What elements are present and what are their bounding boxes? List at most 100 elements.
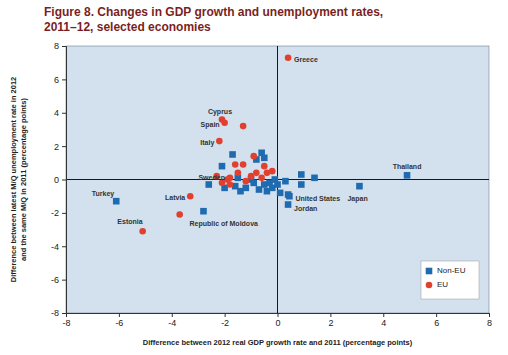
point — [242, 185, 249, 192]
y-tick-mark — [62, 313, 66, 314]
y-tick-mark — [62, 213, 66, 214]
y-axis-line — [62, 47, 67, 314]
y-tick-label: -8 — [51, 308, 59, 318]
legend-box — [421, 261, 479, 299]
x-tick-mark — [119, 313, 120, 317]
legend-label: EU — [437, 280, 448, 289]
y-tick-mark — [62, 146, 66, 147]
y-tick-label: -6 — [51, 275, 59, 285]
x-tick: -6 — [115, 313, 123, 328]
y-axis-title: Difference between latest M/Q unemployme… — [9, 77, 18, 282]
x-tick: 4 — [381, 313, 386, 328]
x-tick-mark — [225, 313, 226, 317]
legend-label: Non-EU — [437, 266, 466, 275]
x-tick-label: 8 — [487, 318, 492, 328]
y-tick-mark — [62, 280, 66, 281]
point — [229, 151, 236, 158]
point-label: Estonia — [117, 218, 142, 225]
y-tick: 2 — [54, 142, 66, 152]
plot-area — [66, 46, 489, 313]
x-tick: -8 — [62, 313, 70, 328]
y-tick-mark — [62, 246, 66, 247]
point — [311, 175, 318, 182]
x-tick-label: -8 — [62, 318, 70, 328]
y-tick: -8 — [51, 308, 66, 318]
point — [261, 163, 268, 170]
point-label: Italy — [200, 139, 214, 147]
title: Figure 8. Changes in GDP growth and unem… — [44, 5, 383, 19]
point — [187, 193, 194, 200]
y-tick: -2 — [51, 208, 66, 218]
point — [113, 198, 120, 205]
x-tick: 8 — [487, 313, 492, 328]
x-tick-mark — [383, 313, 384, 317]
point-label: United States — [295, 195, 340, 202]
y-tick-label: 2 — [54, 142, 59, 152]
legend-symbol — [426, 282, 433, 289]
legend: Non-EU EU — [421, 261, 479, 299]
y-axis: -8-6-4-202468 — [51, 41, 67, 318]
x-tick-label: 6 — [434, 318, 439, 328]
x-tick-mark — [436, 313, 437, 317]
x-tick: -2 — [221, 313, 229, 328]
point — [242, 178, 249, 185]
x-tick-label: 0 — [275, 318, 280, 328]
y-tick-mark — [62, 79, 66, 80]
x-tick-label: -4 — [168, 318, 176, 328]
y-tick: -4 — [51, 242, 66, 252]
y-tick-mark — [62, 113, 66, 114]
point — [200, 208, 207, 215]
y-tick: 8 — [54, 41, 66, 51]
point — [205, 181, 212, 188]
point-label: Jordan — [294, 205, 317, 212]
point — [240, 161, 247, 168]
x-tick: 6 — [434, 313, 439, 328]
point — [285, 201, 292, 208]
point — [250, 153, 257, 160]
y-axis-title: and the same M/Q in 2011 (percentage poi… — [19, 98, 28, 261]
x-tick: -4 — [168, 313, 176, 328]
point-label: Thailand — [393, 163, 422, 170]
x-tick-label: -6 — [115, 318, 123, 328]
x-tick-mark — [330, 313, 331, 317]
point — [256, 186, 263, 193]
title: 2011–12, selected economies — [44, 20, 211, 34]
point — [282, 178, 289, 185]
x-tick-label: 2 — [328, 318, 333, 328]
point — [176, 211, 183, 218]
point — [240, 123, 247, 130]
y-tick-mark — [62, 180, 66, 181]
point — [404, 172, 411, 179]
point-label: Japan — [347, 195, 367, 203]
point — [221, 119, 228, 126]
point — [269, 168, 276, 175]
point-label: Sweden — [198, 174, 224, 181]
point-labels: TurkeyRepublic of MoldovaUnited StatesJo… — [92, 56, 422, 229]
x-axis-line — [67, 314, 490, 318]
point — [285, 54, 292, 61]
x-tick-label: 4 — [381, 318, 386, 328]
legend-symbol — [426, 268, 433, 275]
y-tick-mark — [62, 46, 66, 47]
point-label: Latvia — [165, 194, 185, 201]
y-tick: 4 — [54, 108, 66, 118]
marks — [113, 54, 410, 234]
x-tick-mark — [278, 313, 279, 317]
y-tick-label: 8 — [54, 41, 59, 51]
point — [274, 181, 281, 188]
point — [139, 228, 146, 235]
y-tick: 6 — [54, 75, 66, 85]
point — [258, 175, 265, 182]
x-tick-mark — [489, 313, 490, 317]
point — [356, 183, 363, 190]
y-tick-label: 4 — [54, 108, 59, 118]
x-axis: -8 -6 -4 -2 0 2 4 6 8 — [62, 313, 492, 328]
y-tick-label: -4 — [51, 242, 59, 252]
point — [298, 181, 305, 188]
point — [219, 163, 226, 170]
point — [216, 138, 223, 145]
point — [250, 180, 257, 187]
point — [285, 191, 292, 198]
x-tick-mark — [172, 313, 173, 317]
x-tick: 2 — [328, 313, 333, 328]
